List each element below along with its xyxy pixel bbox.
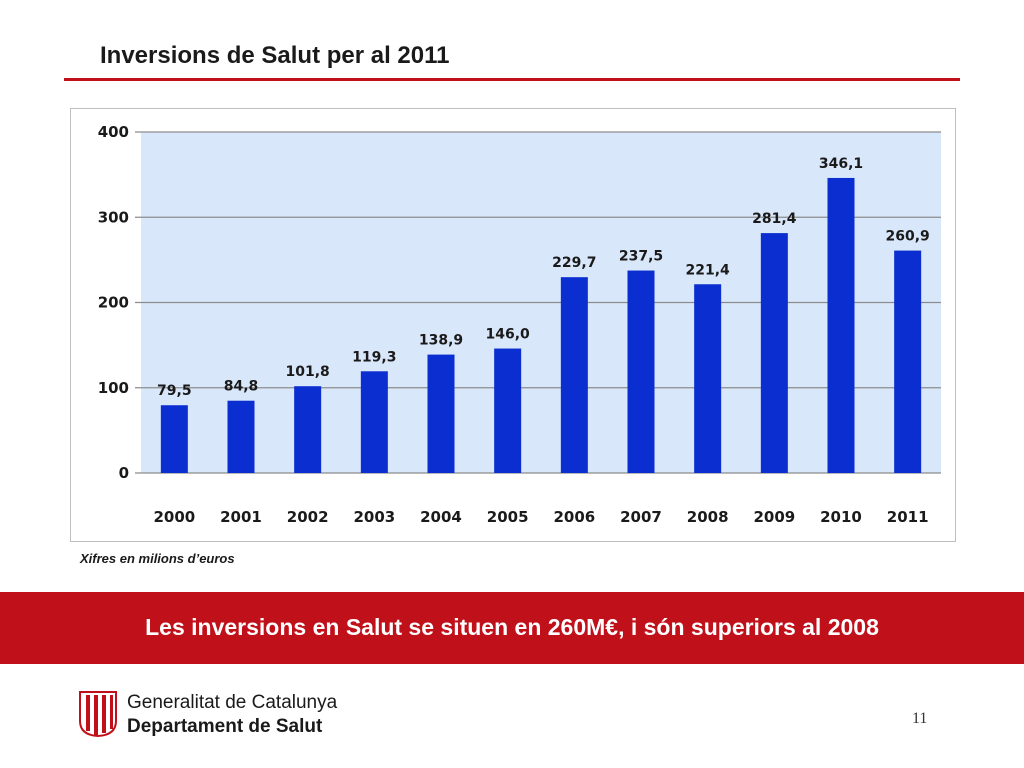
bar-2005	[494, 348, 522, 473]
x-tick-label-2002: 2002	[287, 508, 329, 526]
y-tick-label: 0	[119, 464, 129, 482]
y-axis-ticks: 0 100 200 300 400	[98, 123, 129, 482]
data-label-2004: 138,9	[419, 333, 463, 349]
data-label-2010: 346,1	[819, 156, 863, 172]
bars	[160, 177, 922, 473]
bar-chart: 0 100 200 300 400 79,5 84,8 101,8 119,3 138,9 146…	[98, 123, 941, 526]
bar-2011	[894, 250, 922, 473]
data-label-2007: 237,5	[619, 249, 663, 265]
units-note: Xifres en milions d’euros	[80, 551, 235, 566]
x-axis-ticks: 2000 2001 2002 2003 2004 2005 2006 2007 2008 2009…	[153, 508, 928, 526]
slide-title: Inversions de Salut per al 2011	[100, 42, 450, 69]
data-label-2011: 260,9	[886, 229, 930, 245]
title-rule	[64, 78, 960, 81]
chart-frame: 0 100 200 300 400 79,5 84,8 101,8 119,3 138,9 146…	[70, 108, 956, 542]
x-tick-label-2001: 2001	[220, 508, 262, 526]
x-tick-label-2008: 2008	[687, 508, 729, 526]
data-label-2005: 146,0	[486, 327, 531, 343]
data-label-2003: 119,3	[352, 349, 396, 365]
y-tick-label: 300	[98, 208, 129, 226]
y-tick-label: 200	[98, 294, 129, 312]
data-label-2006: 229,7	[552, 255, 596, 271]
bar-2009	[760, 233, 788, 473]
generalitat-shield-icon	[79, 691, 117, 737]
data-label-2000: 79,5	[157, 383, 192, 399]
x-tick-label-2000: 2000	[153, 508, 195, 526]
page-number: 11	[912, 710, 928, 727]
data-label-2009: 281,4	[752, 211, 797, 227]
x-tick-label-2006: 2006	[553, 508, 595, 526]
bar-2003	[360, 371, 388, 473]
bar-2006	[560, 277, 588, 473]
data-label-2002: 101,8	[286, 364, 330, 380]
bar-2000	[160, 405, 188, 473]
summary-banner: Les inversions en Salut se situen en 260…	[0, 592, 1024, 664]
bar-2008	[694, 284, 722, 473]
gridlines	[135, 131, 941, 474]
x-tick-label-2011: 2011	[887, 508, 929, 526]
x-tick-label-2005: 2005	[487, 508, 529, 526]
data-labels: 79,5 84,8 101,8 119,3 138,9 146,0 229,7 237,5 22…	[157, 156, 930, 399]
bar-2007	[627, 270, 655, 473]
department-name: Departament de Salut	[127, 716, 323, 737]
y-tick-label: 400	[98, 123, 129, 141]
x-tick-label-2004: 2004	[420, 508, 462, 526]
bar-2004	[427, 354, 455, 473]
y-tick-label: 100	[98, 379, 129, 397]
summary-banner-text: Les inversions en Salut se situen en 260…	[145, 614, 879, 640]
x-tick-label-2009: 2009	[753, 508, 795, 526]
bar-2001	[227, 400, 255, 473]
data-label-2001: 84,8	[224, 379, 259, 395]
data-label-2008: 221,4	[686, 262, 731, 278]
bar-2002	[294, 386, 322, 473]
x-tick-label-2010: 2010	[820, 508, 862, 526]
x-tick-label-2007: 2007	[620, 508, 662, 526]
org-name: Generalitat de Catalunya	[127, 692, 338, 713]
bar-2010	[827, 177, 855, 473]
x-tick-label-2003: 2003	[353, 508, 395, 526]
